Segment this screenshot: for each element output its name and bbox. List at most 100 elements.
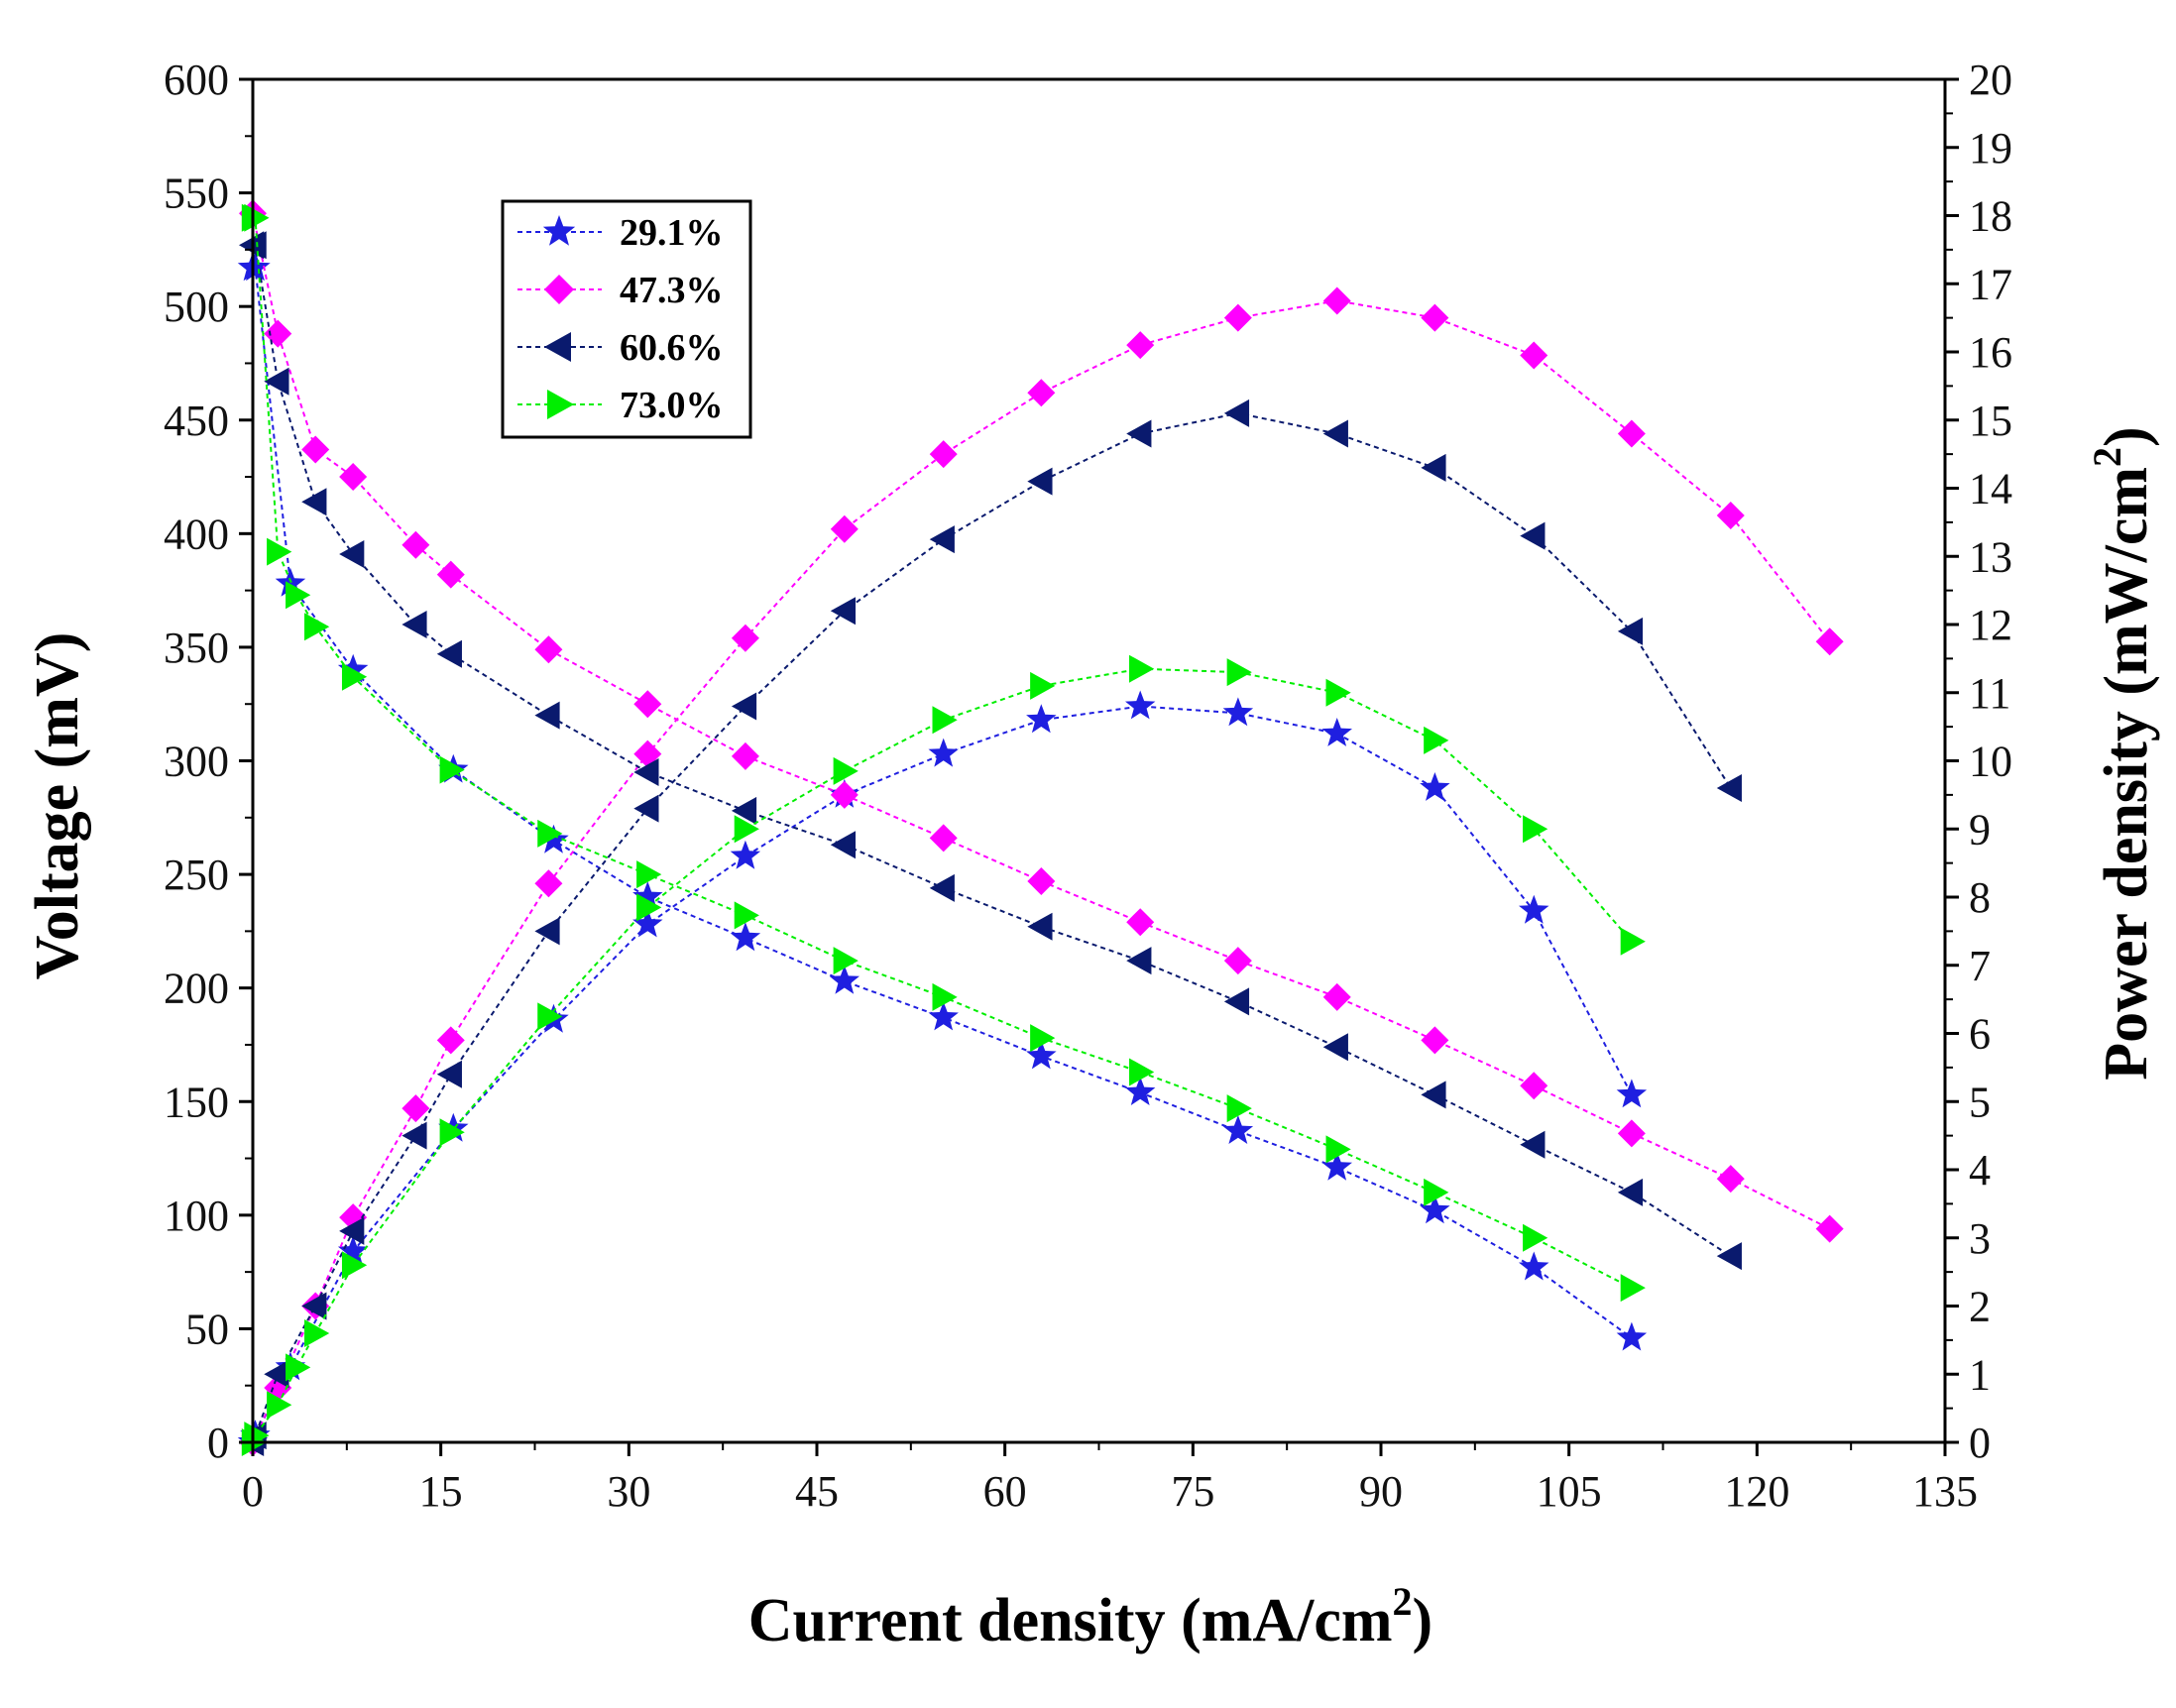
voltage-point-29-1 xyxy=(829,965,859,994)
legend-label: 73.0% xyxy=(620,385,724,426)
power-point-47-3 xyxy=(534,869,563,898)
power-point-60-6 xyxy=(534,917,560,946)
voltage-point-73-0 xyxy=(1523,1223,1548,1252)
voltage-point-47-3 xyxy=(731,741,759,770)
y-left-tick-label: 300 xyxy=(164,738,229,786)
voltage-point-73-0 xyxy=(286,581,311,610)
voltage-point-29-1 xyxy=(632,881,663,910)
voltage-point-47-3 xyxy=(436,560,465,589)
power-point-60-6 xyxy=(1520,521,1546,550)
y-right-tick-label: 19 xyxy=(1969,124,2012,172)
voltage-point-29-1 xyxy=(928,1001,959,1031)
voltage-point-60-6 xyxy=(1617,1178,1644,1206)
voltage-point-47-3 xyxy=(1126,908,1155,937)
power-point-47-3 xyxy=(929,440,958,469)
power-point-73-0 xyxy=(439,1118,465,1147)
x-tick-label: 135 xyxy=(1912,1467,1978,1516)
power-point-60-6 xyxy=(401,1121,427,1150)
y-left-tick-label: 250 xyxy=(164,851,229,899)
power-point-60-6 xyxy=(1126,419,1152,448)
power-line-29-1 xyxy=(252,705,1633,1443)
voltage-point-47-3 xyxy=(1716,1165,1745,1194)
voltage-point-47-3 xyxy=(1322,982,1351,1011)
voltage-point-73-0 xyxy=(1424,1178,1449,1206)
voltage-point-60-6 xyxy=(436,639,462,668)
y-left-tick-label: 350 xyxy=(164,624,229,672)
axes-layer: 0 15 30 45 60 75 90 105 120 135050100150200250300… xyxy=(164,56,2012,1516)
voltage-point-73-0 xyxy=(1620,1274,1646,1303)
y-left-tick-label: 500 xyxy=(164,283,229,331)
power-point-29-1 xyxy=(1420,772,1450,801)
voltage-point-29-1 xyxy=(1420,1195,1450,1224)
power-point-73-0 xyxy=(1325,678,1351,707)
voltage-point-73-0 xyxy=(833,947,859,975)
voltage-point-60-6 xyxy=(633,757,659,786)
y-right-tick-label: 0 xyxy=(1969,1419,1991,1467)
voltage-point-47-3 xyxy=(633,690,662,719)
y-right-tick-label: 4 xyxy=(1969,1146,1991,1195)
voltage-point-60-6 xyxy=(1716,1242,1742,1271)
voltage-point-47-3 xyxy=(929,824,958,853)
power-point-47-3 xyxy=(1617,419,1646,448)
series-60-6 xyxy=(239,231,1742,1456)
x-tick-label: 45 xyxy=(795,1467,839,1516)
voltage-point-29-1 xyxy=(1616,1321,1648,1351)
power-point-60-6 xyxy=(731,692,757,721)
voltage-point-73-0 xyxy=(439,755,465,784)
y-right-tick-label: 3 xyxy=(1969,1214,1991,1263)
x-tick-label: 30 xyxy=(607,1467,650,1516)
power-point-73-0 xyxy=(267,1391,292,1420)
y-left-tick-label: 0 xyxy=(207,1419,229,1467)
power-point-47-3 xyxy=(1520,341,1548,370)
y-left-tick-label: 600 xyxy=(164,56,229,104)
power-point-47-3 xyxy=(1421,303,1449,332)
voltage-point-73-0 xyxy=(1226,1094,1252,1123)
voltage-point-60-6 xyxy=(1322,1033,1348,1062)
x-tick-label: 120 xyxy=(1724,1467,1789,1516)
y-left-tick-label: 400 xyxy=(164,510,229,558)
legend-marker xyxy=(542,215,576,246)
power-point-60-6 xyxy=(1322,419,1348,448)
legend-marker xyxy=(544,332,571,362)
power-point-60-6 xyxy=(339,1216,365,1245)
y-right-tick-label: 7 xyxy=(1969,942,1991,990)
power-point-47-3 xyxy=(1322,286,1351,315)
series-29-1 xyxy=(237,252,1648,1455)
power-point-73-0 xyxy=(1523,815,1548,844)
power-point-29-1 xyxy=(1519,894,1549,924)
voltage-point-47-3 xyxy=(534,635,563,664)
voltage-point-73-0 xyxy=(341,662,368,691)
y-right-tick-label: 2 xyxy=(1969,1283,1991,1331)
x-tick-label: 60 xyxy=(983,1467,1027,1516)
voltage-point-29-1 xyxy=(538,824,569,854)
voltage-point-73-0 xyxy=(267,537,292,566)
legend-label: 29.1% xyxy=(620,212,724,254)
voltage-point-60-6 xyxy=(731,796,757,825)
x-tick-label: 75 xyxy=(1171,1467,1214,1516)
x-axis-title: Current density (mA/cm2) xyxy=(748,1579,1432,1654)
y-right-tick-label: 5 xyxy=(1969,1078,1991,1126)
voltage-point-47-3 xyxy=(1223,947,1252,975)
power-point-60-6 xyxy=(436,1060,462,1088)
voltage-point-47-3 xyxy=(1815,1214,1844,1243)
y-right-tick-label: 13 xyxy=(1969,532,2012,581)
voltage-point-29-1 xyxy=(240,252,271,282)
y-right-tick-label: 6 xyxy=(1969,1010,1991,1059)
y-left-tick-label: 450 xyxy=(164,397,229,445)
voltage-point-47-3 xyxy=(301,435,330,464)
voltage-point-29-1 xyxy=(1519,1251,1549,1281)
voltage-point-47-3 xyxy=(1617,1119,1646,1148)
voltage-point-60-6 xyxy=(301,488,327,516)
y-right-tick-label: 18 xyxy=(1969,192,2012,241)
power-point-29-1 xyxy=(1026,704,1057,734)
power-point-29-1 xyxy=(1125,690,1156,720)
power-point-60-6 xyxy=(929,525,955,554)
power-point-73-0 xyxy=(636,893,662,922)
power-point-60-6 xyxy=(830,597,857,626)
y-right-tick-label: 10 xyxy=(1969,738,2012,786)
power-point-29-1 xyxy=(1222,697,1254,727)
power-point-29-1 xyxy=(632,908,663,938)
power-point-60-6 xyxy=(1421,453,1446,482)
power-point-73-0 xyxy=(1226,658,1252,687)
voltage-point-73-0 xyxy=(734,901,759,930)
